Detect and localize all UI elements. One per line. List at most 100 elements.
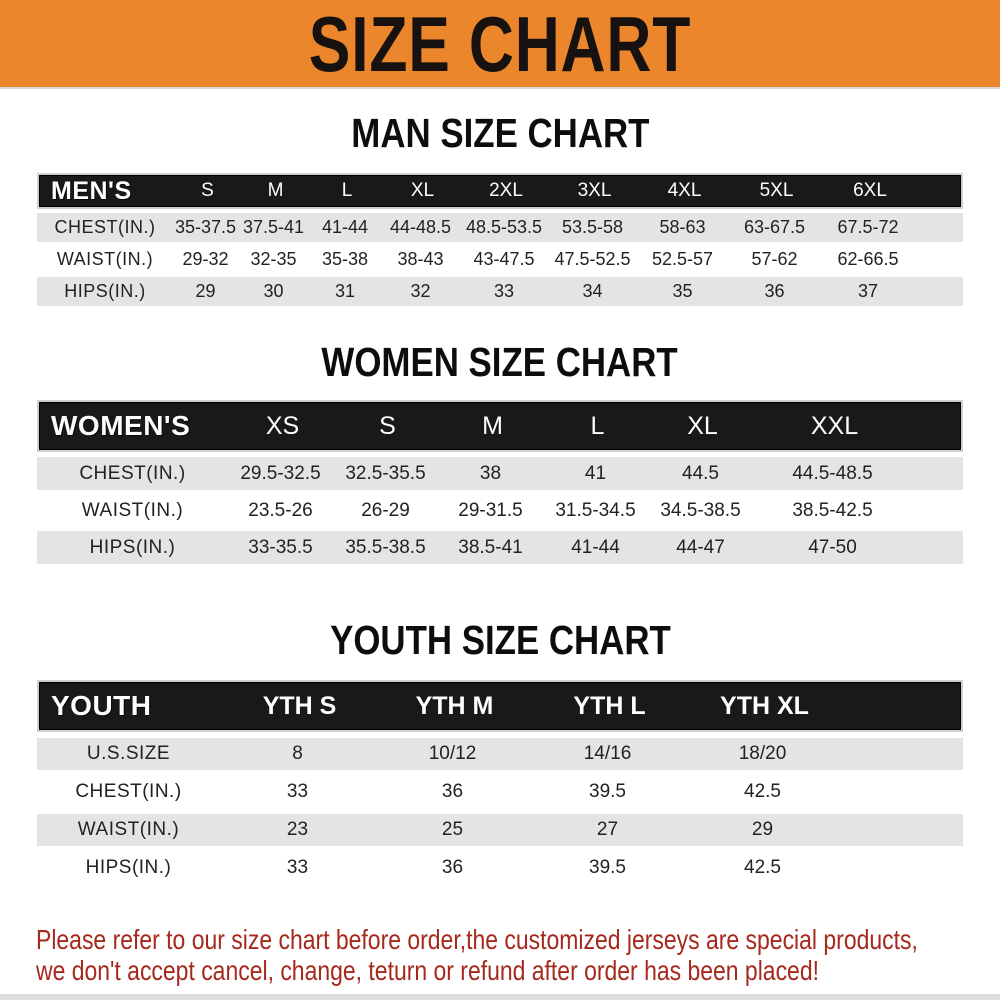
size-value: 29 [751,819,774,840]
bottom-edge-strip [0,994,1000,1000]
table-title-cell: MEN'S [51,176,132,205]
section-women: WOMEN SIZE CHART WOMEN'S XS S M L XL XXL CHEST(… [0,342,1000,564]
size-value: 38 [479,462,502,484]
size-value: 31.5-34.5 [555,499,636,521]
table-title-cell: WOMEN'S [51,410,191,441]
size-value: 38.5-41 [458,536,523,558]
women-size-table: WOMEN'S XS S M L XL XXL CHEST(IN.) 29.5-32.5 32.5… [37,400,963,564]
size-value: 44.5 [682,462,719,484]
size-column-header: XXL [810,411,859,440]
size-column-header: S [201,180,214,201]
size-column-header: XL [410,180,435,201]
size-value: 27 [596,819,619,840]
row-label: CHEST(IN.) [54,217,156,237]
size-value: 43-47.5 [473,249,535,269]
spacer-cell [840,776,963,808]
disclaimer-line-2: we don't accept cancel, change, teturn o… [36,955,819,986]
size-value: 29.5-32.5 [240,462,321,484]
size-value: 48.5-53.5 [465,217,543,237]
size-column-header: S [379,411,396,440]
size-value: 41-44 [571,536,620,558]
size-value: 35.5-38.5 [345,536,426,558]
table-header-row: YOUTH YTH S YTH M YTH L YTH XL [37,680,963,732]
spacer-cell [840,738,963,770]
size-column-header: 5XL [759,180,794,201]
size-value: 47-50 [808,536,857,558]
disclaimer-line-1: Please refer to our size chart before or… [36,924,918,955]
spacer-cell [912,531,963,564]
size-value: 32.5-35.5 [345,462,426,484]
size-value: 36 [441,857,464,878]
size-column-header: M [482,411,503,440]
size-column-header: 6XL [853,180,887,201]
size-value: 26-29 [361,499,410,521]
spacer-cell [842,682,961,730]
row-label: U.S.SIZE [86,743,171,764]
size-value: 29-32 [182,249,229,269]
spacer-cell [840,852,963,884]
measurement-row: HIPS(IN.) 33 36 39.5 42.5 [37,852,963,884]
size-value: 44.5-48.5 [792,462,873,484]
size-value: 34 [582,281,603,301]
row-label: HIPS(IN.) [64,281,146,301]
size-value: 33 [493,281,515,301]
size-value: 35-37.5 [174,217,237,237]
table-title-cell: YOUTH [51,690,152,721]
size-value: 57-62 [751,249,798,269]
size-value: 33-35.5 [248,536,313,558]
row-label: WAIST(IN.) [81,499,184,521]
women-section-heading-text: WOMEN SIZE CHART [321,339,679,385]
size-column-header: 4XL [667,180,702,201]
size-column-header: YTH M [415,691,494,720]
size-value: 29 [195,281,216,301]
size-value: 34.5-38.5 [660,499,741,521]
measurement-row: HIPS(IN.) 29 30 31 32 33 34 35 36 37 [37,277,963,306]
size-column-header: L [341,180,353,201]
size-column-header: 3XL [577,180,612,201]
size-value: 37 [857,281,879,301]
size-value: 53.5-58 [561,217,624,237]
size-value: 37.5-41 [242,217,305,237]
youth-section-heading: YOUTH SIZE CHART [0,620,1000,661]
youth-size-table: YOUTH YTH S YTH M YTH L YTH XL U.S.SIZE 8 10/12… [37,680,963,884]
men-size-table: MEN'S S M L XL 2XL 3XL 4XL 5XL 6XL CHEST(IN.) 35-37… [37,173,963,306]
size-value: 44-48.5 [389,217,452,237]
size-value: 41 [584,462,607,484]
size-value: 42.5 [744,857,781,878]
size-value: 36 [441,781,464,802]
size-value: 10/12 [428,743,477,764]
size-value: 44-47 [676,536,725,558]
size-value: 62-66.5 [837,249,899,269]
row-label: CHEST(IN.) [75,781,182,802]
measurement-row: U.S.SIZE 8 10/12 14/16 18/20 [37,738,963,770]
size-value: 29-31.5 [458,499,523,521]
size-chart-banner: SIZE CHART [0,0,1000,89]
size-column-header: YTH XL [720,691,809,720]
size-column-header: XS [265,411,300,440]
measurement-row: WAIST(IN.) 23 25 27 29 [37,814,963,846]
size-value: 67.5-72 [837,217,899,237]
table-header-row: WOMEN'S XS S M L XL XXL [37,400,963,452]
size-value: 14/16 [583,743,632,764]
size-value: 23 [286,819,309,840]
size-value: 8 [292,743,303,764]
spacer-cell [912,457,963,490]
size-value: 25 [441,819,464,840]
size-value: 58-63 [659,217,706,237]
size-value: 52.5-57 [651,249,714,269]
size-column-header: 2XL [489,180,523,201]
measurement-row: WAIST(IN.) 23.5-26 26-29 29-31.5 31.5-34.5 34… [37,494,963,527]
row-label: HIPS(IN.) [85,857,172,878]
size-value: 35-38 [321,249,369,269]
women-section-heading: WOMEN SIZE CHART [0,339,1000,385]
banner-title: SIZE CHART [308,0,692,88]
size-value: 39.5 [589,857,626,878]
section-men: MAN SIZE CHART MEN'S S M L XL 2XL 3XL 4XL 5XL 6XL… [0,113,1000,306]
size-value: 38.5-42.5 [792,499,873,521]
table-header-row: MEN'S S M L XL 2XL 3XL 4XL 5XL 6XL [37,173,963,209]
row-label: WAIST(IN.) [77,819,180,840]
size-value: 36 [764,281,785,301]
spacer-cell [915,277,963,306]
spacer-cell [912,494,963,527]
size-value: 38-43 [397,249,444,269]
